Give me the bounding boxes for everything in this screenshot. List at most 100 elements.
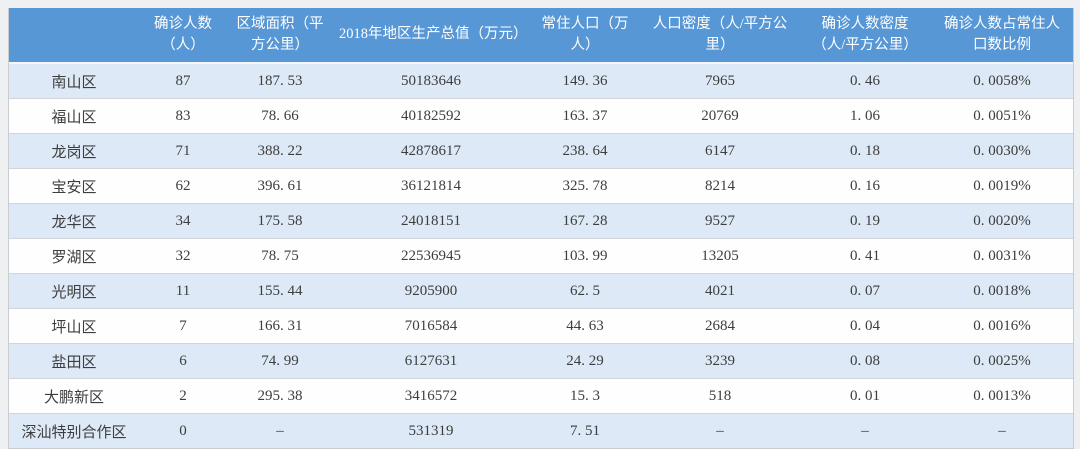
district-name-cell: 光明区 [9,273,139,308]
header-row: 确诊人数（人） 区域面积（平方公里） 2018年地区生产总值（万元） 常住人口（… [9,8,1073,64]
value-cell: 62. 5 [529,273,641,308]
value-cell: 295. 38 [227,378,333,413]
value-cell: 87 [139,64,227,98]
value-cell: 0. 0025% [931,343,1073,378]
value-cell: 6127631 [333,343,529,378]
value-cell: 71 [139,133,227,168]
value-cell: 155. 44 [227,273,333,308]
value-cell: 9527 [641,203,799,238]
value-cell: 0. 18 [799,133,931,168]
value-cell: 396. 61 [227,168,333,203]
value-cell: 388. 22 [227,133,333,168]
district-name-cell: 宝安区 [9,168,139,203]
value-cell: 187. 53 [227,64,333,98]
value-cell: 531319 [333,413,529,448]
value-cell: 167. 28 [529,203,641,238]
value-cell: 1. 06 [799,98,931,133]
value-cell: 0. 01 [799,378,931,413]
value-cell: 7 [139,308,227,343]
value-cell: 163. 37 [529,98,641,133]
table-row: 南山区 87 187. 53 50183646 149. 36 7965 0. 46 0. 0… [9,64,1073,98]
table-header: 确诊人数（人） 区域面积（平方公里） 2018年地区生产总值（万元） 常住人口（… [9,8,1073,64]
value-cell: 0. 0013% [931,378,1073,413]
header-confirmed-ratio: 确诊人数占常住人口数比例 [931,8,1073,64]
value-cell: 0. 0030% [931,133,1073,168]
district-name-cell: 福山区 [9,98,139,133]
table-row: 坪山区 7 166. 31 7016584 44. 63 2684 0. 04 0. 0016… [9,308,1073,343]
value-cell: – [641,413,799,448]
value-cell: 6147 [641,133,799,168]
value-cell: 24. 29 [529,343,641,378]
header-district [9,8,139,64]
value-cell: 22536945 [333,238,529,273]
value-cell: 20769 [641,98,799,133]
district-name-cell: 大鹏新区 [9,378,139,413]
district-name-cell: 南山区 [9,64,139,98]
value-cell: 0. 04 [799,308,931,343]
header-gdp-2018: 2018年地区生产总值（万元） [333,8,529,64]
value-cell: 0. 46 [799,64,931,98]
value-cell: 325. 78 [529,168,641,203]
value-cell: 78. 66 [227,98,333,133]
value-cell: 3239 [641,343,799,378]
value-cell: 8214 [641,168,799,203]
value-cell: 24018151 [333,203,529,238]
district-name-cell: 龙华区 [9,203,139,238]
value-cell: 0. 0016% [931,308,1073,343]
district-name-cell: 盐田区 [9,343,139,378]
value-cell: 7965 [641,64,799,98]
value-cell: – [931,413,1073,448]
district-name-cell: 龙岗区 [9,133,139,168]
value-cell: 6 [139,343,227,378]
value-cell: 9205900 [333,273,529,308]
value-cell: 2 [139,378,227,413]
table-row: 宝安区 62 396. 61 36121814 325. 78 8214 0. 16 0. 0… [9,168,1073,203]
table-row: 光明区 11 155. 44 9205900 62. 5 4021 0. 07 0. 0018… [9,273,1073,308]
district-name-cell: 深汕特别合作区 [9,413,139,448]
table-row: 深汕特别合作区 0–531319 7. 51– – – [9,413,1073,448]
value-cell: 0. 08 [799,343,931,378]
table-row: 福山区 83 78. 66 40182592 163. 37 20769 1. 06 0. 0… [9,98,1073,133]
value-cell: 3416572 [333,378,529,413]
header-area: 区域面积（平方公里） [227,8,333,64]
value-cell: 0. 0020% [931,203,1073,238]
value-cell: 0. 0051% [931,98,1073,133]
value-cell: 15. 3 [529,378,641,413]
value-cell: 4021 [641,273,799,308]
value-cell: 7016584 [333,308,529,343]
value-cell: 0. 0018% [931,273,1073,308]
value-cell: 175. 58 [227,203,333,238]
value-cell: 40182592 [333,98,529,133]
table-row: 盐田区 6 74. 99 6127631 24. 29 3239 0. 08 0. 0025% [9,343,1073,378]
value-cell: 74. 99 [227,343,333,378]
value-cell: 0 [139,413,227,448]
value-cell: – [227,413,333,448]
value-cell: 83 [139,98,227,133]
table-row: 龙华区 34 175. 58 24018151 167. 28 9527 0. 19 0. 0… [9,203,1073,238]
district-name-cell: 坪山区 [9,308,139,343]
value-cell: 0. 0019% [931,168,1073,203]
value-cell: 11 [139,273,227,308]
value-cell: 103. 99 [529,238,641,273]
value-cell: 166. 31 [227,308,333,343]
value-cell: 36121814 [333,168,529,203]
district-covid-table: 确诊人数（人） 区域面积（平方公里） 2018年地区生产总值（万元） 常住人口（… [8,8,1074,449]
table-row: 龙岗区 71 388. 22 42878617 238. 64 6147 0. 18 0. 0… [9,133,1073,168]
value-cell: 62 [139,168,227,203]
value-cell: 34 [139,203,227,238]
value-cell: 0. 16 [799,168,931,203]
value-cell: 78. 75 [227,238,333,273]
value-cell: 32 [139,238,227,273]
header-resident-population: 常住人口（万人） [529,8,641,64]
value-cell: 0. 0031% [931,238,1073,273]
value-cell: 0. 41 [799,238,931,273]
value-cell: 0. 0058% [931,64,1073,98]
value-cell: 44. 63 [529,308,641,343]
value-cell: 238. 64 [529,133,641,168]
value-cell: 13205 [641,238,799,273]
header-population-density: 人口密度（人/平方公里） [641,8,799,64]
table-row: 大鹏新区 2 295. 38 3416572 15. 3 518 0. 01 0. 0013% [9,378,1073,413]
header-confirmed-cases: 确诊人数（人） [139,8,227,64]
value-cell: – [799,413,931,448]
